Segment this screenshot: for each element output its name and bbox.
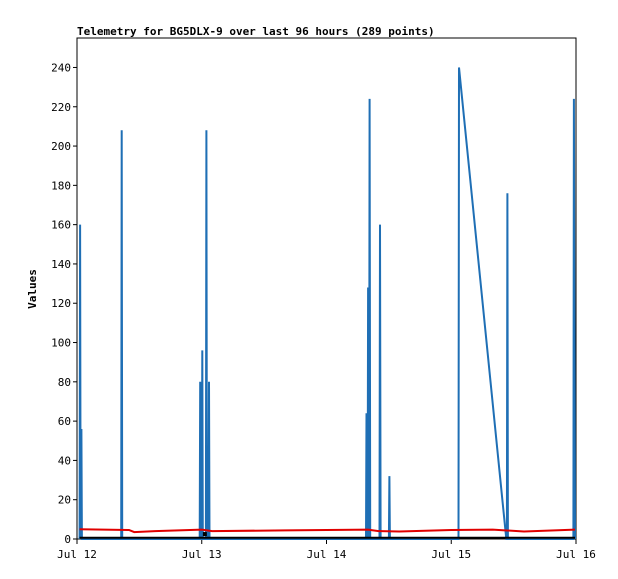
y-tick-label: 20 <box>58 494 71 507</box>
x-tick-label: Jul 14 <box>307 548 347 561</box>
y-tick-label: 100 <box>51 337 71 350</box>
y-axis-label: Values <box>26 269 39 309</box>
y-tick-label: 180 <box>51 179 71 192</box>
y-tick-label: 60 <box>58 415 71 428</box>
y-tick-label: 0 <box>64 533 71 546</box>
data-marker <box>202 532 207 537</box>
y-tick-label: 40 <box>58 454 71 467</box>
x-tick-label: Jul 13 <box>182 548 222 561</box>
series-line-1 <box>78 67 576 540</box>
y-tick-label: 140 <box>51 258 71 271</box>
plot-area <box>76 37 577 540</box>
series-layer <box>78 67 576 540</box>
x-axis: Jul 12 Jul 13 Jul 14 Jul 15 Jul 16 <box>57 539 596 561</box>
y-axis: 0 20 40 60 80 100 120 140 160 180 200 220 240 <box>51 61 77 546</box>
chart-title: Telemetry for BG5DLX-9 over last 96 hour… <box>77 25 435 38</box>
y-tick-label: 120 <box>51 297 71 310</box>
x-tick-label: Jul 12 <box>57 548 97 561</box>
x-tick-label: Jul 15 <box>431 548 471 561</box>
y-tick-label: 200 <box>51 140 71 153</box>
y-tick-label: 240 <box>51 61 71 74</box>
series-line-2 <box>79 528 576 534</box>
y-tick-label: 220 <box>51 101 71 114</box>
y-tick-label: 80 <box>58 376 71 389</box>
y-tick-label: 160 <box>51 219 71 232</box>
x-tick-label: Jul 16 <box>556 548 596 561</box>
